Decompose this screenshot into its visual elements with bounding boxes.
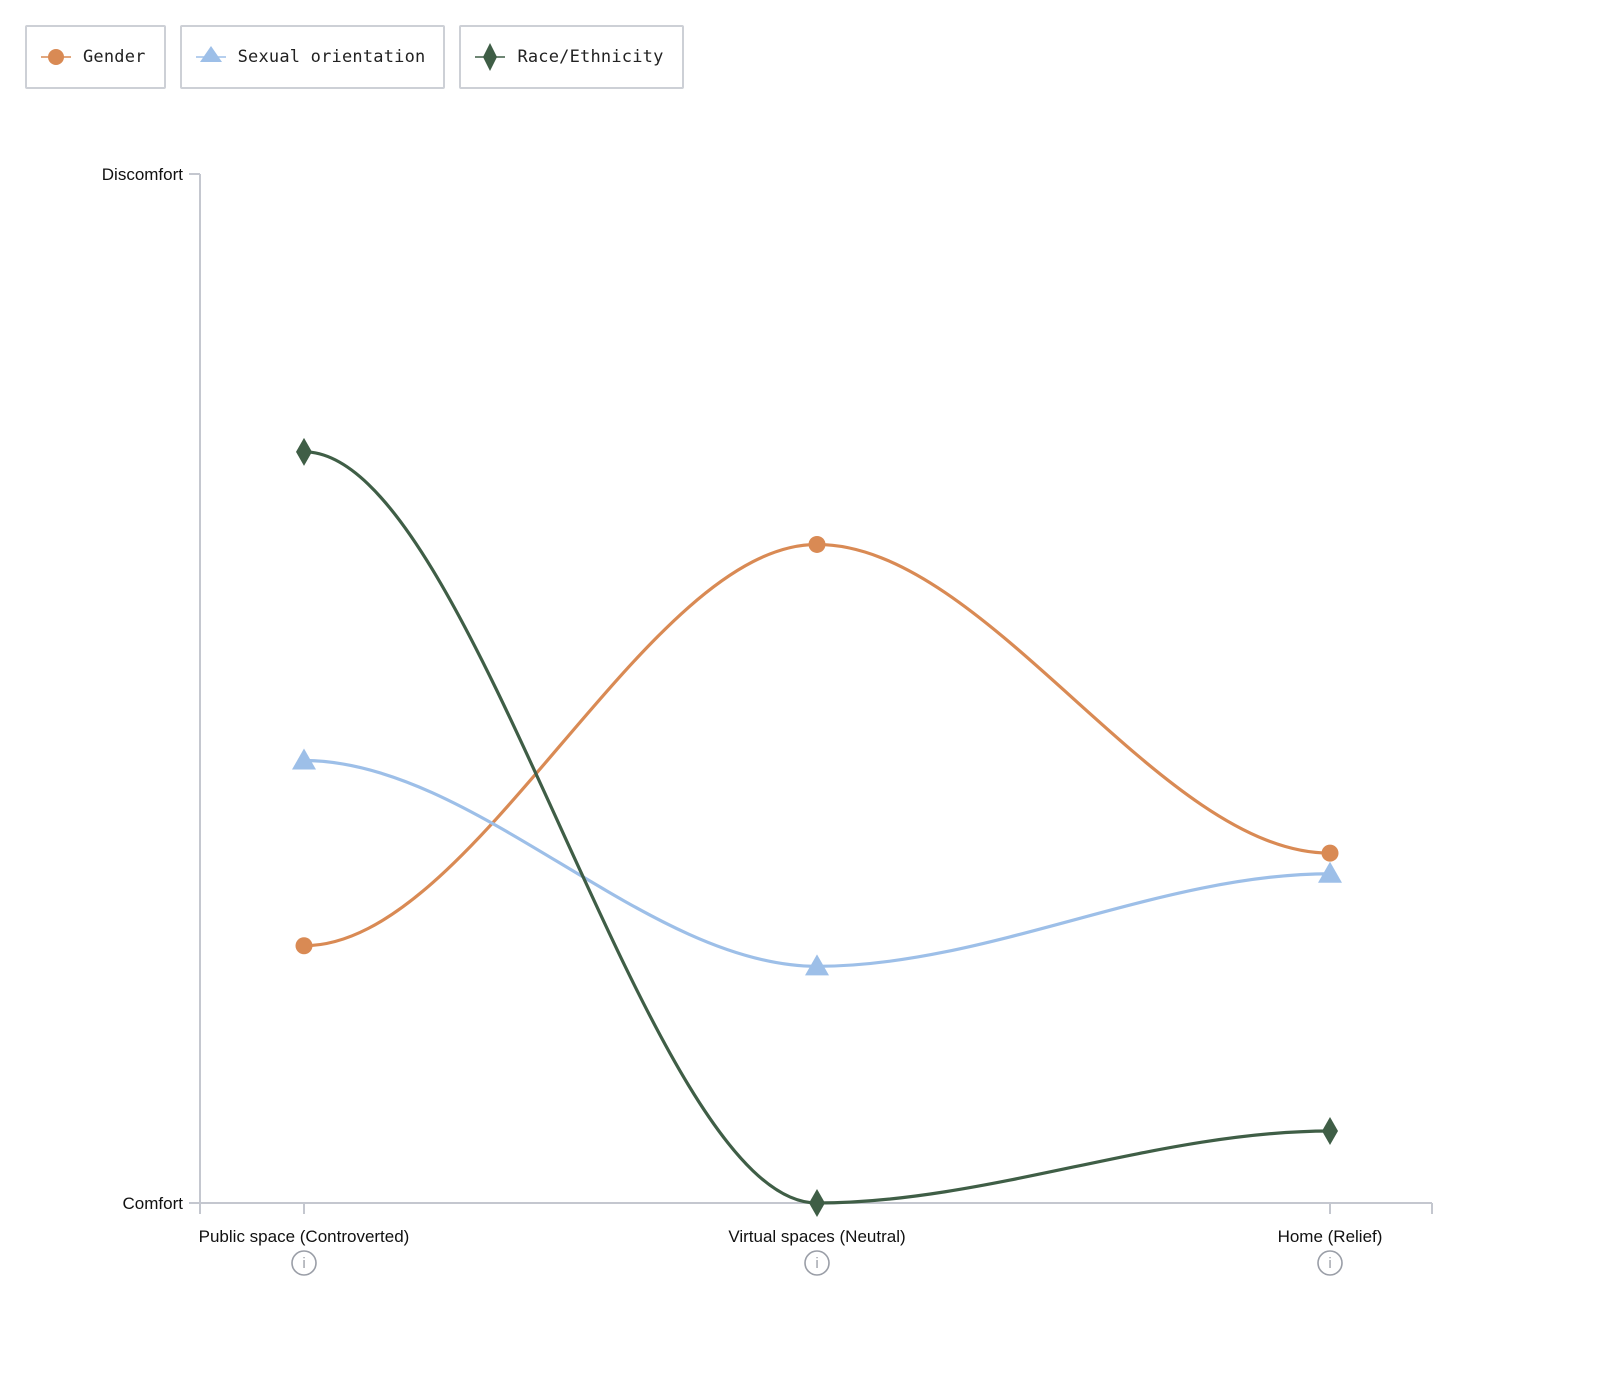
legend-label: Gender: [83, 47, 146, 67]
data-point-race-ethnicity: [809, 1189, 825, 1217]
data-point-race-ethnicity: [296, 437, 312, 466]
info-icon[interactable]: i: [1317, 1250, 1343, 1276]
data-point-gender: [295, 937, 313, 955]
data-point-sexual-orientation: [1318, 861, 1342, 883]
legend-label: Race/Ethnicity: [517, 47, 664, 67]
data-point-sexual-orientation: [805, 954, 829, 976]
data-point-race-ethnicity: [1322, 1116, 1338, 1145]
info-icon-glyph: i: [302, 1255, 305, 1272]
triangle-marker-icon: [195, 46, 226, 62]
data-point-gender: [1321, 844, 1339, 862]
legend: Gender Sexual orientation Race/Ethnicity: [25, 25, 684, 89]
series-line-sexual-orientation: [303, 758, 1331, 968]
series-line-gender: [303, 542, 1331, 948]
x-tick-label: Home (Relief): [1278, 1227, 1383, 1246]
info-icon[interactable]: i: [804, 1250, 830, 1276]
legend-item-race-ethnicity[interactable]: Race/Ethnicity: [459, 25, 684, 89]
diamond-marker-icon: [475, 43, 506, 71]
legend-label: Sexual orientation: [237, 47, 426, 67]
series-line-race-ethnicity: [303, 450, 1331, 1205]
legend-item-sexual-orientation[interactable]: Sexual orientation: [179, 25, 446, 89]
info-icon-glyph: i: [815, 1255, 818, 1272]
x-tick-label: Virtual spaces (Neutral): [728, 1227, 905, 1246]
circle-marker-icon: [41, 49, 71, 65]
y-tick-label: Comfort: [123, 1194, 184, 1213]
legend-item-gender[interactable]: Gender: [25, 25, 166, 89]
info-icon[interactable]: i: [291, 1250, 317, 1276]
info-icon-circle: [1317, 1250, 1343, 1276]
info-icon-circle: [804, 1250, 830, 1276]
info-icon-glyph: i: [1328, 1255, 1331, 1272]
y-tick-label: Discomfort: [102, 165, 184, 184]
data-point-gender: [808, 535, 826, 553]
x-tick-label: Public space (Controverted): [199, 1227, 410, 1246]
info-icon-circle: [291, 1250, 317, 1276]
data-point-sexual-orientation: [292, 748, 316, 770]
